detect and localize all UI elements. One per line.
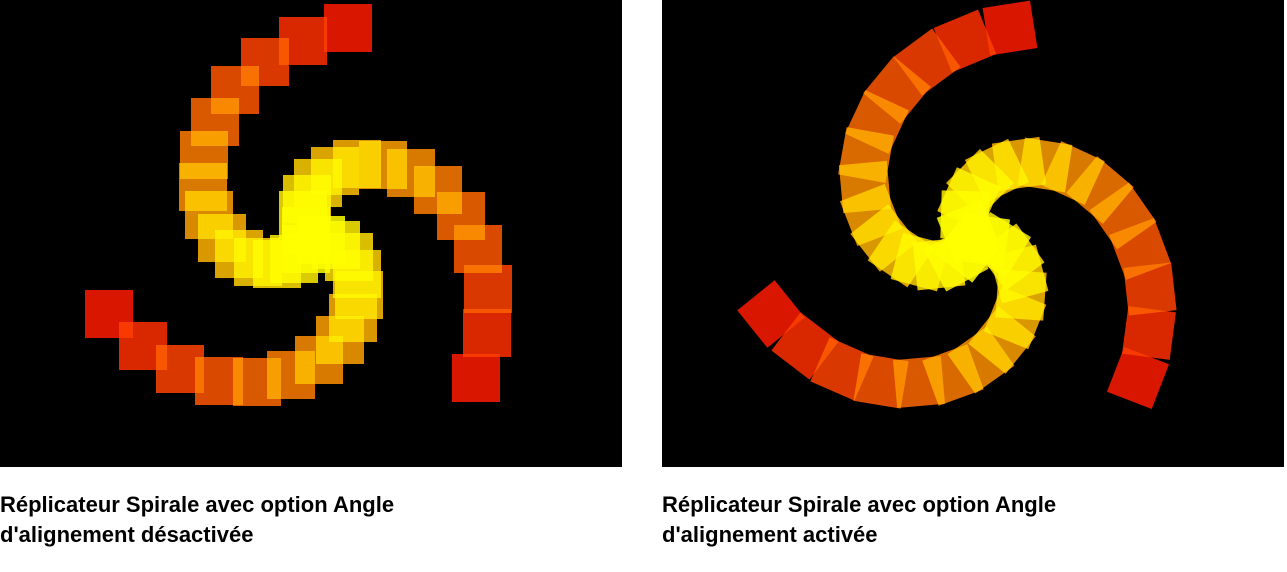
replicator-cell: [463, 309, 511, 357]
spiral-canvas-left: [0, 0, 622, 467]
caption-line1: Réplicateur Spirale avec option Angle: [662, 490, 1056, 520]
caption-right: Réplicateur Spirale avec option Angled'a…: [662, 490, 1056, 549]
caption-line2: d'alignement activée: [662, 520, 1056, 550]
replicator-cell: [85, 290, 133, 338]
spiral-panel-right: Réplicateur Spirale avec option Angled'a…: [662, 0, 1284, 467]
replicator-cell: [279, 17, 327, 65]
spiral-canvas-right: [662, 0, 1284, 467]
replicator-cell: [983, 1, 1038, 56]
caption-left: Réplicateur Spirale avec option Angled'a…: [0, 490, 394, 549]
caption-line2: d'alignement désactivée: [0, 520, 394, 550]
caption-line1: Réplicateur Spirale avec option Angle: [0, 490, 394, 520]
replicator-cell: [464, 265, 512, 313]
replicator-cell: [324, 4, 372, 52]
comparison-figure: Réplicateur Spirale avec option Angled'a…: [0, 0, 1287, 572]
replicator-cell: [452, 354, 500, 402]
spiral-panel-left: Réplicateur Spirale avec option Angled'a…: [0, 0, 622, 467]
